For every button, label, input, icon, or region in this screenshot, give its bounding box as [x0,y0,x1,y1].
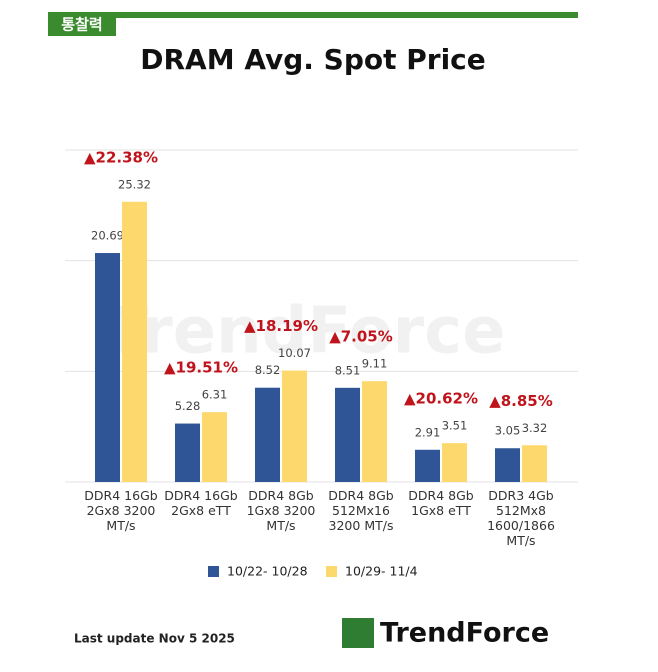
value-label: 5.28 [175,399,201,413]
x-tick-label: DDR4 8Gb 512Mx16 3200 MT/s [328,488,394,533]
bar [415,449,440,482]
annotation: ▲7.05% [329,328,393,346]
bar [95,253,120,482]
bar [255,387,280,482]
annotation: ▲19.51% [164,359,238,377]
bar [122,201,147,483]
value-label: 8.52 [255,363,281,377]
chart-title: DRAM Avg. Spot Price [140,43,486,76]
x-tick-label: DDR4 16Gb 2Gx8 3200 MT/s [84,488,157,533]
value-label: 20.69 [91,229,124,243]
value-label: 10.07 [278,346,311,360]
x-tick-label: DDR4 16Gb 2Gx8 eTT [164,488,237,518]
value-label: 25.32 [118,177,151,191]
logo-icon [342,618,374,648]
bar [282,370,307,482]
value-label: 8.51 [335,363,361,377]
legend-label: 10/22- 10/28 [227,564,308,579]
value-label: 3.32 [522,421,548,435]
bar [495,448,520,482]
annotation: ▲8.85% [489,392,553,410]
value-label: 6.31 [202,388,228,402]
header-tag-bg [48,12,116,36]
footer-logo: TrendForce [380,618,549,649]
value-label: 3.05 [495,424,521,438]
bar [175,423,200,482]
header-bar [48,12,578,18]
bar [522,445,547,482]
x-tick-label: DDR4 8Gb 1Gx8 eTT [408,488,474,518]
header-tag: 통찰력 [61,16,102,34]
x-tick-label: DDR4 8Gb 1Gx8 3200 MT/s [247,488,316,533]
watermark: TrendForce [105,295,506,369]
annotation: ▲22.38% [84,148,158,166]
value-label: 3.51 [442,419,468,433]
bar [202,412,227,482]
value-label: 2.91 [415,425,441,439]
bar [362,381,387,482]
annotation: ▲20.62% [404,390,478,408]
annotation: ▲18.19% [244,317,318,335]
bar [442,443,467,482]
bar [335,387,360,482]
footer-note: Last update Nov 5 2025 [74,632,235,646]
legend-swatch [208,566,219,577]
legend-swatch [326,566,337,577]
legend-label: 10/29- 11/4 [345,564,418,579]
value-label: 9.11 [362,357,388,371]
x-tick-label: DDR3 4Gb 512Mx8 1600/1866 MT/s [487,488,555,548]
